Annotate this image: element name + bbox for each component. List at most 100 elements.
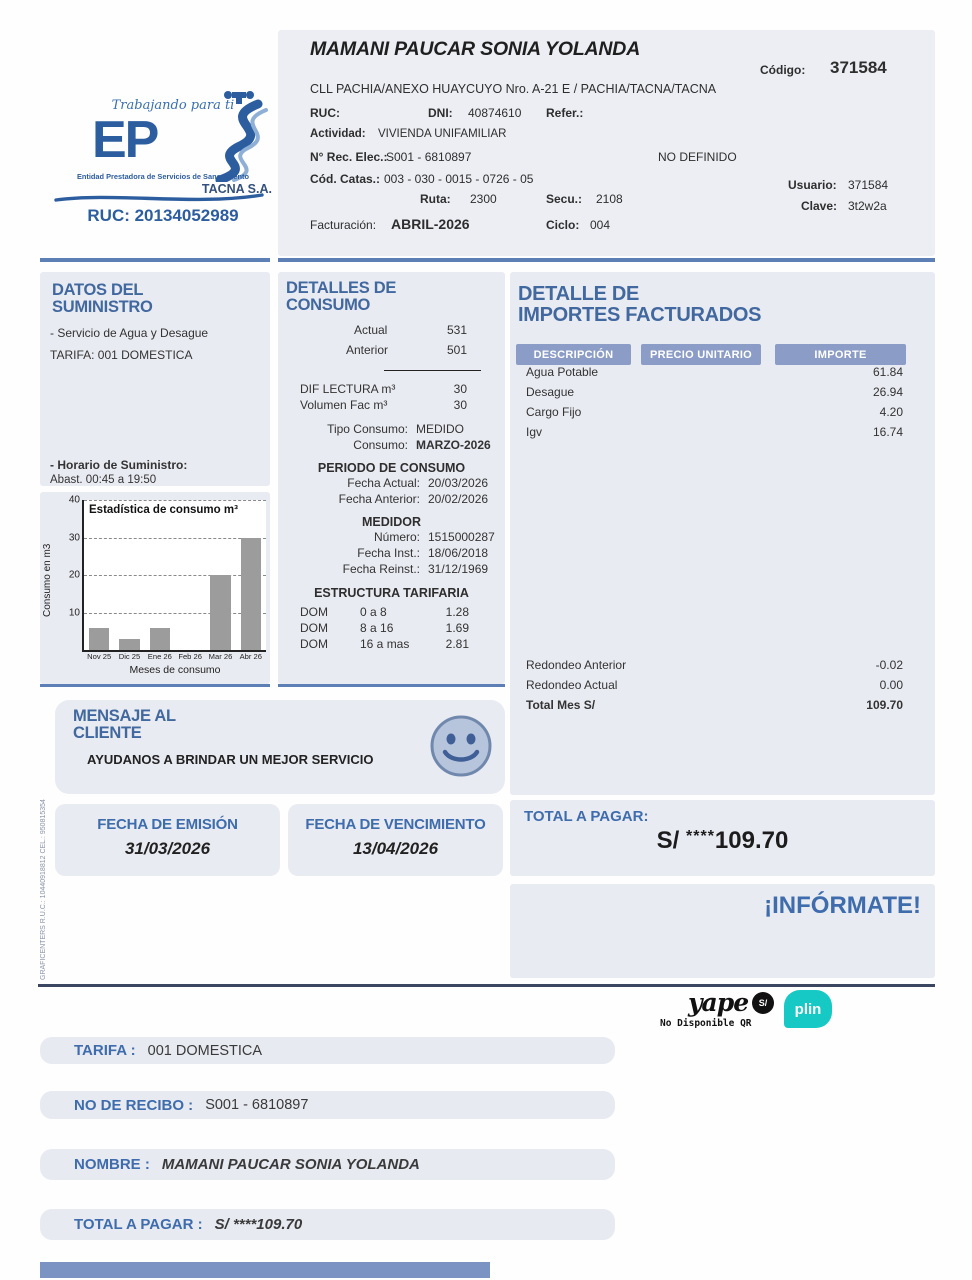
tarifa-text: TARIFA: 001 DOMESTICA bbox=[50, 348, 193, 363]
gridline bbox=[84, 575, 266, 576]
facturacion-label: Facturación: bbox=[310, 218, 377, 232]
secu-value: 2108 bbox=[596, 192, 623, 206]
facturacion-value: ABRIL-2026 bbox=[391, 216, 470, 232]
ciclo-value: 004 bbox=[590, 218, 611, 232]
tarifa-row: DOM 16 a mas 2.81 bbox=[300, 637, 469, 652]
consumo-title: DETALLES DE bbox=[286, 279, 397, 297]
medidor-title: MEDIDOR bbox=[361, 515, 422, 530]
col-precio-unitario: PRECIO UNITARIO bbox=[641, 344, 761, 365]
redondeo-anterior-row: Redondeo Anterior -0.02 bbox=[526, 658, 903, 672]
chart-bar bbox=[88, 627, 110, 650]
secu-label: Secu.: bbox=[546, 192, 583, 206]
actividad-label: Actividad: bbox=[310, 128, 366, 140]
total-mes-value: 109.70 bbox=[866, 698, 903, 712]
header-panel: MAMANI PAUCAR SONIA YOLANDA Código: 3715… bbox=[278, 30, 935, 256]
consumo-mes-row: Consumo: MARZO-2026 bbox=[353, 438, 491, 453]
suministro-title: DATOS DEL bbox=[52, 281, 144, 299]
total-mes-row: Total Mes S/109.70 bbox=[510, 695, 935, 715]
tarifa-row: DOM 8 a 16 1.69 bbox=[300, 621, 469, 636]
customer-name: MAMANI PAUCAR SONIA YOLANDA bbox=[310, 38, 641, 60]
divider-chart-bottom bbox=[40, 684, 270, 687]
dni-value: 40874610 bbox=[468, 106, 522, 120]
dif-lectura-row: DIF LECTURA m³ 30 bbox=[300, 382, 467, 397]
medidor-numero-row: Número: 1515000287 bbox=[373, 530, 495, 545]
chart-bar bbox=[240, 537, 262, 650]
water-swirl-icon bbox=[215, 91, 268, 182]
chart-bar bbox=[119, 638, 140, 650]
logo-block: Trabajando para ti EP Entidad Prestadora… bbox=[40, 88, 280, 258]
usuario-label: Usuario: bbox=[788, 178, 837, 192]
customer-address: CLL PACHIA/ANEXO HUAYCUYO Nro. A-21 E / … bbox=[310, 82, 717, 96]
payment-methods: yape S/ No Disponible QR plin bbox=[660, 988, 920, 1040]
fecha-reinst-row: Fecha Reinst.: 31/12/1969 bbox=[342, 562, 489, 577]
refer-label: Refer.: bbox=[546, 106, 584, 120]
footer-total-row: TOTAL A PAGAR : S/ ****109.70 bbox=[40, 1209, 615, 1240]
total-pagar-value: S/ ****109.70 bbox=[656, 827, 789, 854]
informate-panel: ¡INFÓRMATE! bbox=[510, 884, 935, 978]
gridline bbox=[84, 612, 266, 614]
brand-company: TACNA S.A. bbox=[201, 182, 272, 196]
x-tick-label: Feb 26 bbox=[178, 652, 202, 661]
cod-catas-value: 003 - 030 - 0015 - 0726 - 05 bbox=[384, 172, 534, 186]
fecha-emision-value: 31/03/2026 bbox=[124, 839, 211, 858]
col-importe: IMPORTE bbox=[775, 344, 906, 365]
total-pagar-box: TOTAL A PAGAR: S/ ****109.70 bbox=[510, 800, 935, 876]
plin-logo: plin bbox=[784, 990, 832, 1028]
periodo-title: PERIODO DE CONSUMO bbox=[317, 461, 466, 476]
fecha-vencimiento-box: FECHA DE VENCIMIENTO 13/04/2026 bbox=[288, 804, 503, 876]
lectura-anterior-row: Anterior 501 bbox=[346, 343, 467, 358]
brand-ruc: RUC: 20134052989 bbox=[87, 206, 239, 225]
footer-nombre-row: NOMBRE : MAMANI PAUCAR SONIA YOLANDA bbox=[40, 1149, 615, 1180]
footer-divider bbox=[38, 984, 935, 987]
x-tick-label: Mar 26 bbox=[208, 652, 233, 661]
consumption-chart-panel: Consumo en m3 Estadística de consumo m³ … bbox=[40, 492, 270, 684]
total-pagar-label: TOTAL A PAGAR: bbox=[524, 808, 649, 825]
suministro-panel: DATOS DEL SUMINISTRO - Servicio de Agua … bbox=[40, 272, 270, 486]
clave-label: Clave: bbox=[801, 199, 838, 213]
lectura-anterior: 501 bbox=[446, 343, 467, 358]
cod-catas-label: Cód. Catas.: bbox=[310, 172, 381, 186]
redondeo-actual-row: Redondeo Actual 0.00 bbox=[526, 678, 903, 692]
chart-xlabels: Nov 25 Dic 25 Ene 26 Feb 26 Mar 26 Abr 26 bbox=[84, 652, 266, 661]
horario-label: - Horario de Suministro: bbox=[50, 458, 188, 473]
fecha-anterior-row: Fecha Anterior: 20/02/2026 bbox=[338, 492, 489, 507]
mensaje-texto: AYUDANOS A BRINDAR UN MEJOR SERVICIO bbox=[87, 752, 374, 768]
fecha-vencimiento-label: FECHA DE VENCIMIENTO bbox=[305, 816, 486, 833]
ruc-label: RUC: bbox=[310, 106, 340, 120]
chart-bar bbox=[210, 575, 231, 650]
lectura-actual: 531 bbox=[446, 323, 467, 338]
dni-label: DNI: bbox=[428, 106, 453, 120]
divider-right bbox=[278, 258, 935, 262]
x-tick-label: Dic 25 bbox=[118, 652, 141, 661]
chart-bar bbox=[149, 627, 171, 650]
mensaje-panel: MENSAJE AL CLIENTE AYUDANOS A BRINDAR UN… bbox=[55, 700, 505, 794]
chart-plot-area: Estadística de consumo m³ 10 20 30 40 bbox=[69, 495, 266, 652]
chart-xaxis-label: Meses de consumo bbox=[129, 664, 221, 676]
horario-value: Abast. 00:45 a 19:50 bbox=[50, 474, 157, 487]
importes-title: DETALLE DE bbox=[518, 283, 640, 305]
tarifa-row: DOM 0 a 8 1.28 bbox=[300, 605, 469, 620]
importe-row: Agua Potable 61.84 bbox=[526, 364, 903, 379]
fecha-emision-box: FECHA DE EMISIÓN 31/03/2026 bbox=[55, 804, 280, 876]
y-tick-label: 20 bbox=[68, 569, 80, 581]
importe-row: Desague 26.94 bbox=[526, 384, 903, 399]
brand-tagline: Trabajando para ti bbox=[111, 98, 235, 113]
no-definido: NO DEFINIDO bbox=[658, 150, 737, 164]
tipo-consumo-row: Tipo Consumo: MEDIDO bbox=[327, 422, 464, 437]
servicio-text: - Servicio de Agua y Desague bbox=[50, 326, 209, 341]
eps-logo-letters: EP bbox=[92, 111, 159, 169]
gridline bbox=[84, 537, 266, 539]
divider-consumo-bottom bbox=[278, 684, 505, 687]
chart-bars bbox=[84, 500, 266, 650]
x-tick-label: Abr 26 bbox=[239, 652, 262, 661]
consumo-panel: DETALLES DE CONSUMO Actual 531 Anterior 50… bbox=[278, 272, 505, 684]
clave-value: 3t2w2a bbox=[848, 199, 887, 213]
lectura-actual-row: Actual 531 bbox=[354, 323, 467, 338]
ciclo-label: Ciclo: bbox=[546, 218, 580, 232]
fecha-emision-label: FECHA DE EMISIÓN bbox=[97, 816, 238, 833]
bottom-blue-strip bbox=[40, 1262, 490, 1278]
volumen-row: Volumen Fac m³ 30 bbox=[300, 398, 467, 413]
x-tick-label: Ene 26 bbox=[147, 652, 172, 661]
fecha-actual-row: Fecha Actual: 20/03/2026 bbox=[347, 476, 489, 491]
